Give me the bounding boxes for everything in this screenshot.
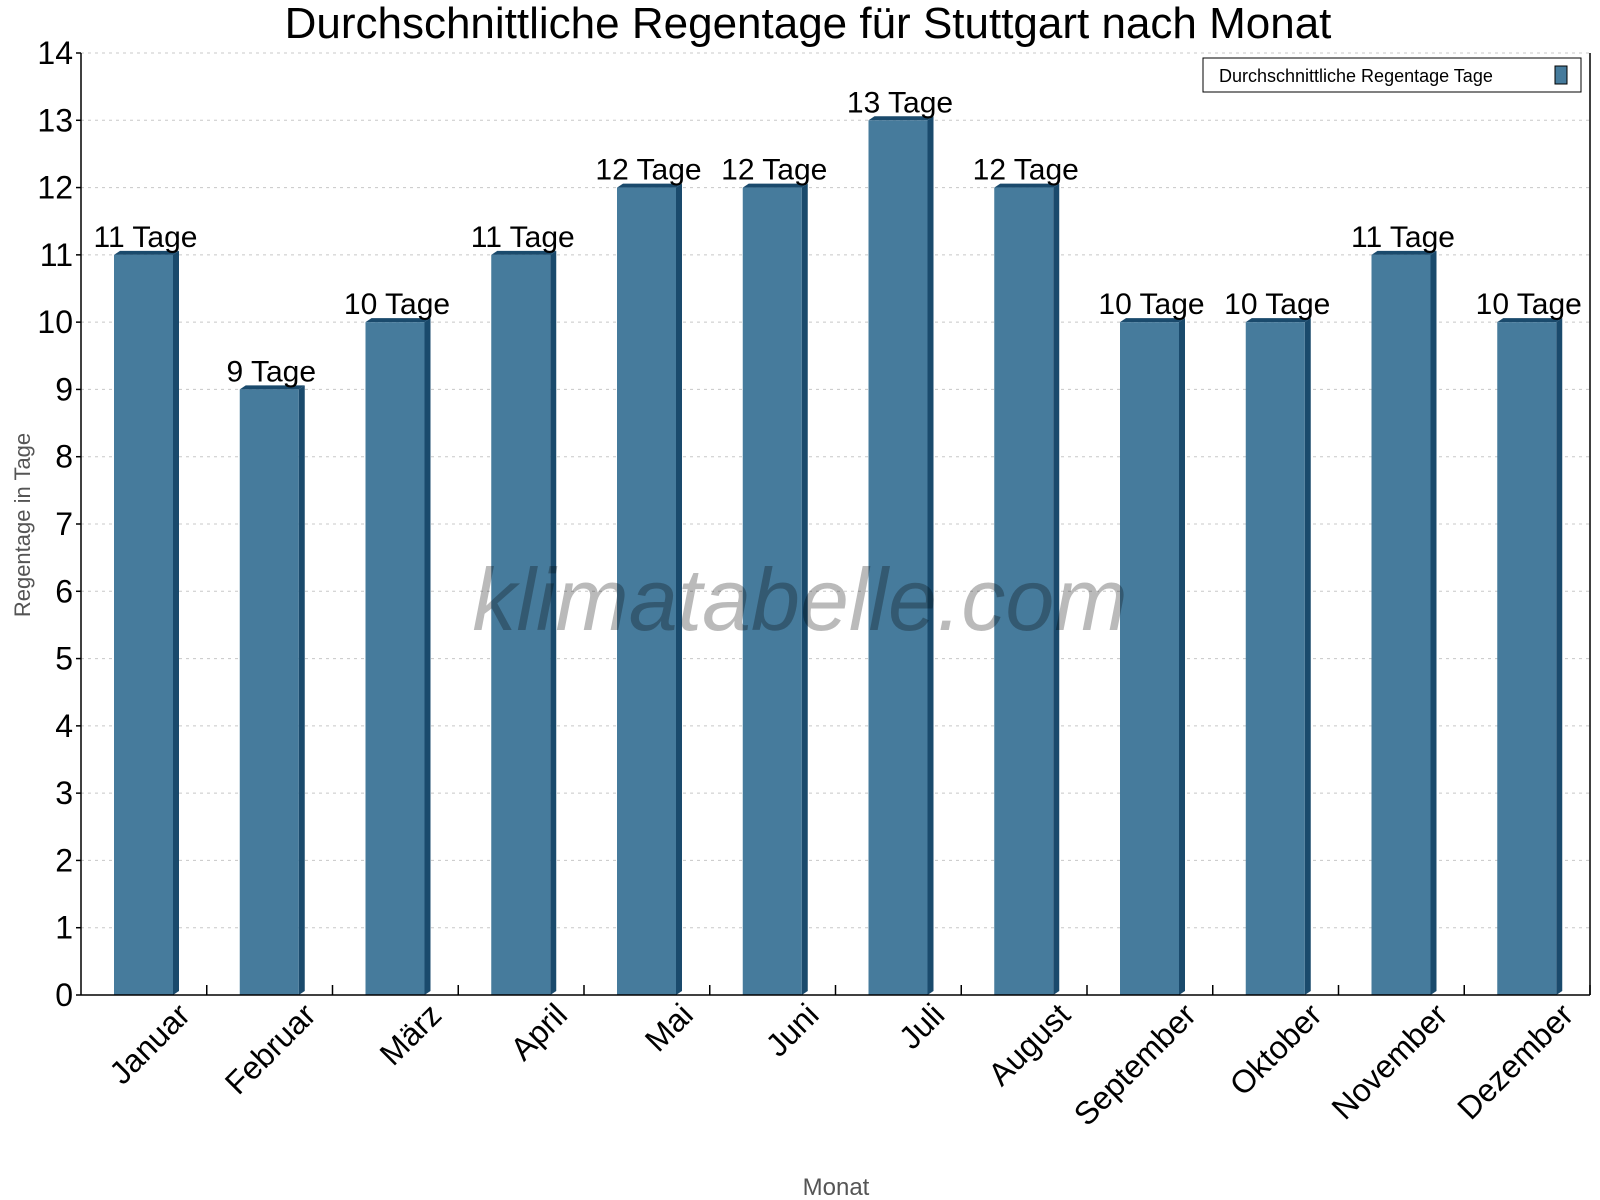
- data-label: 12 Tage: [595, 154, 701, 187]
- bars: [114, 116, 1563, 996]
- chart-title: Durchschnittliche Regentage für Stuttgar…: [285, 0, 1332, 48]
- legend: Durchschnittliche Regentage Tage: [1202, 57, 1582, 93]
- x-tick-label: Januar: [102, 996, 197, 1091]
- gridlines: [81, 52, 1590, 929]
- data-label: 13 Tage: [847, 86, 953, 119]
- bar: [1497, 322, 1557, 996]
- data-label: 12 Tage: [973, 154, 1079, 187]
- data-label: 9 Tage: [226, 355, 316, 388]
- bar-top: [114, 250, 179, 255]
- bar-side: [424, 318, 431, 996]
- data-label: 11 Tage: [94, 221, 198, 254]
- bar: [994, 187, 1054, 996]
- bar-top: [1120, 318, 1185, 323]
- y-tick-label: 3: [55, 775, 73, 811]
- data-label: 12 Tage: [721, 154, 827, 187]
- bar: [1371, 254, 1431, 995]
- bar-top: [365, 318, 431, 323]
- data-label: 10 Tage: [1098, 288, 1204, 321]
- data-label: 10 Tage: [1476, 288, 1582, 321]
- y-tick-label: 8: [55, 439, 73, 475]
- x-tick-label: März: [373, 996, 449, 1072]
- bar-side: [1179, 318, 1185, 996]
- bar-top: [491, 250, 557, 255]
- bar-top: [1245, 318, 1311, 323]
- bar-side: [550, 250, 557, 995]
- x-axis-title: Monat: [803, 1174, 870, 1200]
- bar-top: [1371, 250, 1437, 255]
- x-tick-label: Juli: [892, 996, 951, 1055]
- y-tick-label: 11: [40, 237, 73, 273]
- x-tick-label: Juni: [759, 996, 826, 1063]
- legend-box: [1202, 57, 1582, 93]
- x-tick-label: November: [1324, 996, 1454, 1126]
- bar-top: [742, 183, 808, 188]
- y-tick-label: 13: [37, 102, 73, 138]
- bar-side: [1304, 318, 1311, 996]
- bar: [114, 254, 173, 995]
- legend-label: Durchschnittliche Regentage Tage: [1219, 66, 1493, 86]
- y-tick-label: 4: [55, 708, 73, 744]
- y-tick-label: 14: [37, 35, 73, 71]
- y-tick-label: 6: [55, 573, 73, 609]
- data-label: 10 Tage: [1224, 288, 1330, 321]
- bar: [617, 187, 676, 996]
- bar-top: [239, 385, 305, 390]
- data-label: 11 Tage: [1351, 221, 1455, 254]
- bar: [1245, 322, 1305, 996]
- data-label: 11 Tage: [471, 221, 575, 254]
- y-tick-label: 1: [55, 910, 73, 946]
- bar-top: [868, 116, 934, 121]
- x-tick-label: Mai: [638, 996, 700, 1058]
- bar-side: [801, 183, 808, 996]
- y-tick-label: 10: [37, 304, 73, 340]
- bar-top: [1497, 318, 1563, 323]
- bar: [868, 120, 928, 996]
- x-tick-label: Februar: [218, 996, 323, 1101]
- x-tick-label: April: [503, 996, 574, 1067]
- watermark: klimatabelle.com: [472, 550, 1127, 649]
- y-tick-label: 9: [55, 371, 73, 407]
- y-tick-label: 2: [55, 842, 73, 878]
- x-tick-label: August: [981, 996, 1077, 1092]
- bar-side: [1430, 250, 1437, 995]
- bar-top: [994, 183, 1060, 188]
- bar: [742, 187, 802, 996]
- x-tick-label: September: [1067, 996, 1203, 1132]
- data-labels: 11 Tage 9 Tage 10 Tage 11 Tage 12 Tage 12 Tag…: [94, 86, 1582, 388]
- bar-side: [1556, 318, 1563, 996]
- y-tick-label: 12: [37, 170, 73, 206]
- bar: [365, 322, 425, 996]
- x-tick-labels: Januar Februar März April Mai Juni Juli AugustS…: [102, 985, 1591, 1133]
- bar-side: [676, 183, 682, 996]
- bar-side: [173, 250, 179, 995]
- bar-top: [617, 183, 682, 188]
- legend-swatch: [1554, 65, 1568, 85]
- y-tick-label: 0: [55, 977, 73, 1013]
- bar: [491, 254, 551, 995]
- data-label: 10 Tage: [344, 288, 450, 321]
- x-tick-label: Oktober: [1223, 996, 1329, 1102]
- bar-side: [927, 116, 934, 996]
- bar-side: [298, 385, 305, 995]
- bar: [1120, 322, 1179, 996]
- y-tick-label: 5: [55, 641, 73, 677]
- x-tick-label: Dezember: [1450, 996, 1580, 1126]
- bar: [239, 389, 299, 995]
- y-axis-title: Regentage in Tage: [10, 433, 35, 617]
- bar-side: [1053, 183, 1060, 996]
- y-tick-label: 7: [55, 506, 73, 542]
